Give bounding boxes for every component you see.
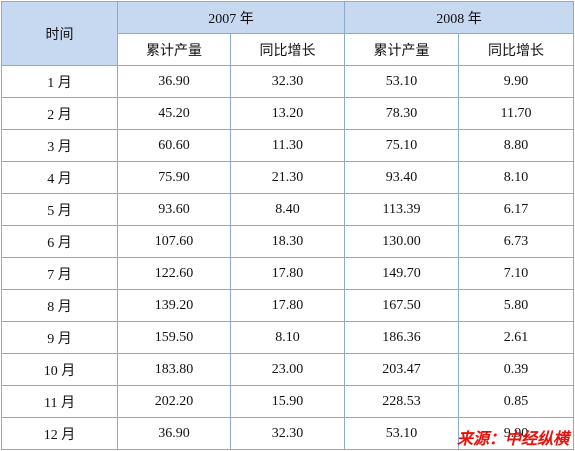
month-cell: 9 月 — [1, 321, 118, 354]
month-cell: 7 月 — [1, 257, 118, 290]
data-row: 2 月 45.20 13.20 78.30 11.70 — [1, 97, 574, 130]
data-row: 7 月 122.60 17.80 149.70 7.10 — [1, 257, 574, 290]
value-cell: 60.60 — [117, 129, 231, 162]
value-cell: 139.20 — [117, 289, 231, 322]
value-cell: 0.85 — [458, 385, 574, 418]
column-header: 同比增长 — [230, 33, 345, 66]
value-cell: 32.30 — [230, 65, 345, 98]
value-cell: 113.39 — [344, 193, 459, 226]
value-cell: 0.39 — [458, 353, 574, 386]
value-cell: 228.53 — [344, 385, 459, 418]
data-row: 3 月 60.60 11.30 75.10 8.80 — [1, 129, 574, 162]
value-cell: 130.00 — [344, 225, 459, 258]
value-cell: 93.40 — [344, 161, 459, 194]
value-cell: 13.20 — [230, 97, 345, 130]
data-row: 11 月 202.20 15.90 228.53 0.85 — [1, 385, 574, 418]
value-cell: 159.50 — [117, 321, 231, 354]
value-cell: 9.90 — [458, 417, 574, 450]
data-row: 1 月 36.90 32.30 53.10 9.90 — [1, 65, 574, 98]
value-cell: 107.60 — [117, 225, 231, 258]
value-cell: 203.47 — [344, 353, 459, 386]
column-header: 同比增长 — [458, 33, 574, 66]
value-cell: 2.61 — [458, 321, 574, 354]
month-cell: 3 月 — [1, 129, 118, 162]
value-cell: 186.36 — [344, 321, 459, 354]
value-cell: 53.10 — [344, 417, 459, 450]
data-row: 6 月 107.60 18.30 130.00 6.73 — [1, 225, 574, 258]
value-cell: 167.50 — [344, 289, 459, 322]
source-note: 来源：中经纵横 — [456, 429, 569, 448]
value-cell: 21.30 — [230, 161, 345, 194]
value-cell: 183.80 — [117, 353, 231, 386]
data-row: 12 月 36.90 32.30 53.10 9.90 — [1, 417, 574, 450]
data-row: 9 月 159.50 8.10 186.36 2.61 — [1, 321, 574, 354]
value-cell: 149.70 — [344, 257, 459, 290]
group-header: 2007 年 — [117, 1, 345, 34]
value-cell: 32.30 — [230, 417, 345, 450]
value-cell: 75.90 — [117, 161, 231, 194]
value-cell: 15.90 — [230, 385, 345, 418]
month-cell: 1 月 — [1, 65, 118, 98]
column-header: 累计产量 — [344, 33, 459, 66]
month-cell: 4 月 — [1, 161, 118, 194]
group-header: 2008 年 — [344, 1, 574, 34]
value-cell: 36.90 — [117, 417, 231, 450]
value-cell: 6.17 — [458, 193, 574, 226]
month-cell: 12 月 — [1, 417, 118, 450]
month-cell: 5 月 — [1, 193, 118, 226]
value-cell: 122.60 — [117, 257, 231, 290]
value-cell: 17.80 — [230, 289, 345, 322]
value-cell: 202.20 — [117, 385, 231, 418]
value-cell: 53.10 — [344, 65, 459, 98]
header-row: 时间 2007 年 2008 年 — [1, 1, 574, 66]
value-cell: 17.80 — [230, 257, 345, 290]
data-row: 4 月 75.90 21.30 93.40 8.10 — [1, 161, 574, 194]
value-cell: 8.10 — [458, 161, 574, 194]
value-cell: 75.10 — [344, 129, 459, 162]
month-cell: 6 月 — [1, 225, 118, 258]
month-cell: 2 月 — [1, 97, 118, 130]
month-cell: 8 月 — [1, 289, 118, 322]
value-cell: 6.73 — [458, 225, 574, 258]
value-cell: 5.80 — [458, 289, 574, 322]
value-cell: 23.00 — [230, 353, 345, 386]
value-cell: 8.80 — [458, 129, 574, 162]
value-cell: 36.90 — [117, 65, 231, 98]
data-row: 10 月 183.80 23.00 203.47 0.39 — [1, 353, 574, 386]
subheader-row: 累计产量 同比增长 累计产量 同比增长 — [2, 33, 574, 66]
value-cell: 11.30 — [230, 129, 345, 162]
value-cell: 9.90 — [458, 65, 574, 98]
value-cell: 93.60 — [117, 193, 231, 226]
value-cell: 78.30 — [344, 97, 459, 130]
value-cell: 7.10 — [458, 257, 574, 290]
value-cell: 8.10 — [230, 321, 345, 354]
column-header: 累计产量 — [117, 33, 231, 66]
value-cell: 8.40 — [230, 193, 345, 226]
header-cell: 时间 — [1, 1, 118, 66]
value-cell: 11.70 — [458, 97, 574, 130]
month-cell: 11 月 — [1, 385, 118, 418]
value-cell: 18.30 — [230, 225, 345, 258]
month-cell: 10 月 — [1, 353, 118, 386]
value-cell: 45.20 — [117, 97, 231, 130]
data-row: 8 月 139.20 17.80 167.50 5.80 — [1, 289, 574, 322]
data-row: 5 月 93.60 8.40 113.39 6.17 — [1, 193, 574, 226]
